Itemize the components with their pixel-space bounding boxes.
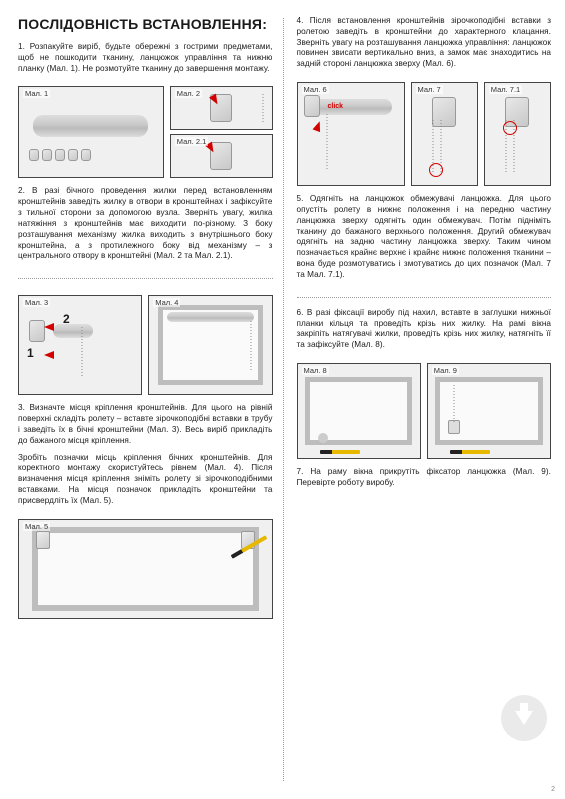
part-icon [81,149,91,161]
figure-7-1-label: Мал. 7.1 [489,85,522,94]
part-icon [55,149,65,161]
download-arrow-icon [515,711,533,725]
ring-icon [318,433,328,443]
chain-icon [81,326,83,376]
figure-1-label: Мал. 1 [23,89,50,98]
figure-2-1: Мал. 2.1 [170,134,273,178]
step-3a-text: 3. Визначте місця кріплення кронштейнів.… [18,403,273,446]
step-2-text: 2. В разі бічного проведення жилки перед… [18,186,273,262]
part-icon [68,149,78,161]
page-number: 2 [551,786,555,793]
figure-5: Мал. 5 [18,519,273,619]
figure-7: Мал. 7 [411,82,478,186]
horizontal-divider [18,278,273,279]
figure-2-1-label: Мал. 2.1 [175,137,208,146]
page-title: ПОСЛІДОВНІСТЬ ВСТАНОВЛЕННЯ: [18,16,273,32]
fig-row-4: Мал. 6 click Мал. 7 Мал. 7.1 [297,82,552,186]
step-1-text: 1. Розпакуйте виріб, будьте обережні з г… [18,42,273,74]
step-6-text: 6. В разі фіксації виробу під нахил, вст… [297,308,552,351]
chain-icon [250,320,252,370]
page-root: ПОСЛІДОВНІСТЬ ВСТАНОВЛЕННЯ: 1. Розпакуйт… [0,0,565,799]
part-icon [42,149,52,161]
fig-row-5: Мал. 8 Мал. 9 [297,363,552,459]
window-frame-illustration [158,305,263,385]
mechanism-illustration [432,97,456,127]
watermark-icon [501,695,547,741]
screwdriver-icon [450,450,490,454]
roller-illustration [310,99,393,115]
figure-3-label: Мал. 3 [23,298,50,307]
chain-icon [262,93,264,123]
badge-1: 1 [27,346,34,360]
figure-2: Мал. 2 [170,86,273,130]
step-3b-text: Зробіть позначки місць кріплення бічних … [18,453,273,507]
figure-7-1: Мал. 7.1 [484,82,551,186]
figure-8-label: Мал. 8 [302,366,329,375]
figure-6: Мал. 6 click [297,82,405,186]
figure-1: Мал. 1 [18,86,164,178]
figure-2-stack: Мал. 2 Мал. 2.1 [170,86,273,178]
roller-illustration [33,115,148,137]
figure-9: Мал. 9 [427,363,551,459]
bracket-icon [36,531,50,549]
right-column: 4. Після встановлення кронштейнів зірочк… [285,16,552,787]
step-4-text: 4. Після встановлення кронштейнів зірочк… [297,16,552,70]
vertical-divider [283,18,284,781]
figure-3: Мал. 3 1 2 [18,295,142,395]
part-icon [29,149,39,161]
red-circle-icon [429,163,443,177]
fig-row-1: Мал. 1 Мал. 2 Мал. 2.1 [18,86,273,178]
parts-row [29,149,144,169]
bracket-illustration [304,95,320,117]
figure-4-label: Мал. 4 [153,298,180,307]
step-1-body: 1. Розпакуйте виріб, будьте обережні з г… [18,42,273,73]
figure-4: Мал. 4 [148,295,272,395]
figure-5-label: Мал. 5 [23,522,50,531]
badge-2: 2 [63,312,70,326]
figure-2-label: Мал. 2 [175,89,202,98]
step-7-text: 7. На раму вікна прикрутіть фіксатор лан… [297,467,552,489]
fig-row-2: Мал. 3 1 2 Мал. 4 [18,295,273,395]
red-arrow-icon [44,323,54,331]
window-frame-illustration [32,527,259,611]
red-arrow-icon [312,120,323,132]
figure-8: Мал. 8 [297,363,421,459]
left-column: ПОСЛІДОВНІСТЬ ВСТАНОВЛЕННЯ: 1. Розпакуйт… [18,16,285,787]
click-label: click [328,103,344,110]
roller-illustration [167,312,254,322]
screwdriver-icon [320,450,360,454]
red-circle-icon [503,121,517,135]
window-frame-illustration [435,377,543,445]
roller-illustration [53,324,93,338]
horizontal-divider [297,297,552,298]
figure-6-label: Мал. 6 [302,85,329,94]
step-5-text: 5. Одягніть на ланцюжок обмежувачі ланцю… [297,194,552,281]
bracket-illustration [29,320,45,342]
figure-9-label: Мал. 9 [432,366,459,375]
fig-row-3: Мал. 5 [18,519,273,619]
window-frame-illustration [305,377,413,445]
chain-icon [453,384,455,424]
figure-7-label: Мал. 7 [416,85,443,94]
red-arrow-icon [44,351,54,359]
chain-icon [326,113,328,169]
